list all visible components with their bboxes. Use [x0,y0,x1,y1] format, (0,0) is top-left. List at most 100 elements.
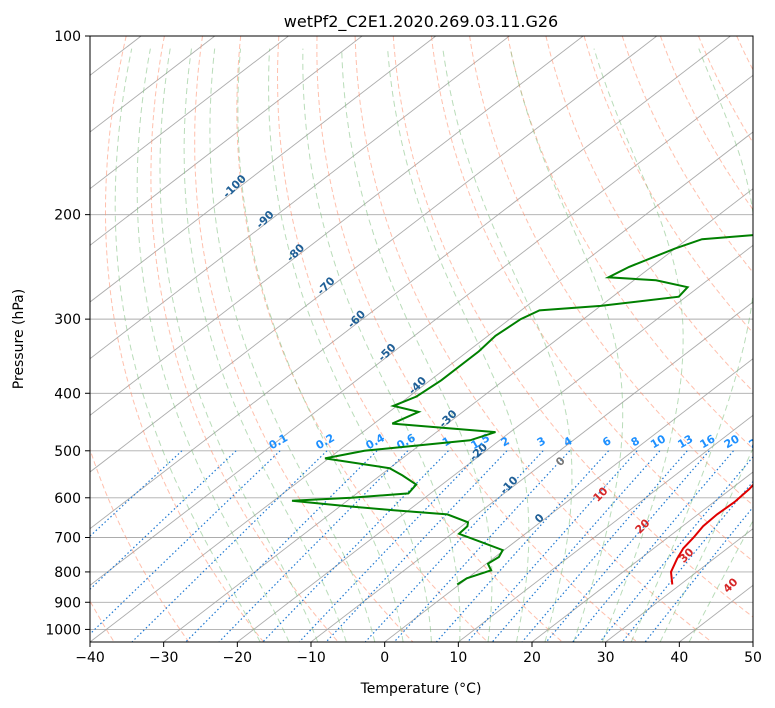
x-tick-label: 20 [523,650,541,666]
isotherm-line [679,584,753,642]
dry-adiabat-line [105,36,264,642]
mixing-ratio-line [298,450,483,642]
isotherm-label: -10 [497,473,520,496]
dry-adiabat-line [545,36,753,393]
mixing-ratio-line [644,506,753,642]
x-tick-label: 50 [744,650,762,666]
chart-title: wetPf2_C2E1.2020.269.03.11.G26 [284,12,558,32]
isotherm-line [90,36,437,303]
moist-adiabat-label: 20 [633,516,653,536]
dry-adiabat-line [431,36,753,562]
isotherm-line [384,358,753,642]
x-tick-label: −40 [75,650,105,666]
y-tick-label: 700 [54,531,81,547]
x-tick-label: 30 [597,650,615,666]
isotherm-line [90,131,753,642]
moist-adiabat-line [593,48,684,642]
dry-adiabat-line [507,36,753,450]
dry-adiabat-line [583,36,753,334]
background-lines [90,36,753,642]
mixing-ratio-line [572,450,734,642]
mixing-ratio-label: 0.2 [314,431,337,452]
y-tick-label: 400 [54,386,81,402]
isotherm-line [531,471,753,642]
dry-adiabat-line [150,36,339,642]
isotherm-line [605,528,753,642]
isotherm-label: -60 [345,307,368,330]
y-tick-label: 1000 [45,622,81,638]
mixing-ratio-label: 6 [600,434,613,449]
y-tick-label: 800 [54,565,81,581]
x-tick-label: 0 [380,650,389,666]
x-tick-label: 40 [670,650,688,666]
dry-adiabat-line [354,36,713,642]
y-tick-label: 900 [54,595,81,611]
moist-adiabat-line [688,519,753,642]
mixing-ratio-line [599,456,753,642]
moist-adiabat-line [442,48,573,642]
isotherm-line [458,414,753,642]
isotherm-line [90,36,363,246]
mixing-ratio-line [491,450,661,642]
plot-frame [89,35,754,643]
moist-adiabat-label: 10 [591,484,611,504]
moist-adiabat-line [114,48,261,642]
moist-adiabat-line [209,48,376,642]
moist-adiabat-line [159,48,319,642]
mixing-ratio-line [325,450,508,642]
isotherm-label: -40 [406,374,429,397]
y-axis: 1000 900 800 700 600 500 400 300 200 100 [45,29,90,638]
isotherm-line [90,74,753,586]
y-tick-label: 600 [54,491,81,507]
mixing-ratio-line [131,450,328,642]
mixing-ratio-label: 4 [561,434,574,449]
isotherm-line [90,36,731,530]
dry-adiabat-line [194,36,414,642]
isotherm-label: -100 [220,172,249,201]
profile-lines [291,234,753,586]
isotherm-line [90,36,510,360]
mixing-ratio-label: 25 [747,432,767,451]
moist-adiabat-line [302,48,461,642]
isotherm-line [90,36,216,133]
mixing-ratio-line [185,450,378,642]
moist-adiabat-line [183,48,347,642]
isotherm-line [90,36,289,190]
mixing-ratio-line [521,450,688,642]
isotherm-line [90,36,658,473]
dry-adiabat-line [469,36,753,506]
mixing-ratio-label: 16 [698,432,718,451]
isotherm-line [90,36,584,416]
dewpoint-profile-line [291,234,753,586]
temperature-profile-line [669,483,753,585]
mixing-ratio-line [218,450,409,642]
moist-adiabat-line [237,48,404,642]
x-tick-label: −20 [223,650,253,666]
isotherm-label: -50 [375,341,398,364]
moist-adiabat-line [509,48,624,642]
y-tick-label: 200 [54,208,81,224]
y-tick-label: 100 [54,29,81,45]
dry-adiabat-line [276,36,563,642]
x-tick-label: −10 [296,650,326,666]
y-tick-label: 500 [54,444,81,460]
isotherm-line [237,244,753,642]
mixing-ratio-line [90,450,281,635]
dry-adiabat-line [236,36,488,642]
dry-adiabat-line [621,36,753,274]
moist-adiabat-line [268,48,432,642]
dry-adiabat-line [736,36,753,71]
mixing-ratio-label: 10 [648,432,668,451]
isotherm-line [752,641,753,642]
isotherm-label: -70 [314,274,337,297]
y-axis-label: Pressure (hPa) [11,289,27,389]
mixing-ratio-label: 30 [767,432,775,451]
moist-adiabat-line [136,48,290,642]
mixing-ratio-line [393,450,571,642]
x-tick-label: 10 [449,650,467,666]
mixing-ratio-line [621,480,753,642]
mixing-ratio-line [364,450,544,642]
mixing-ratio-line [90,450,237,591]
mixing-ratio-label: 3 [535,434,548,449]
